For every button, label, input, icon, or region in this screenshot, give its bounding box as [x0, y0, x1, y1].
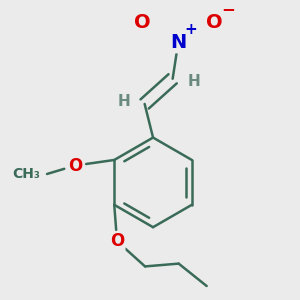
Text: H: H — [117, 94, 130, 109]
Text: O: O — [110, 232, 124, 250]
Text: O: O — [206, 13, 223, 32]
Text: N: N — [170, 33, 186, 52]
Text: CH₃: CH₃ — [12, 167, 40, 181]
Text: H: H — [187, 74, 200, 89]
Text: O: O — [68, 157, 82, 175]
Text: +: + — [184, 22, 197, 37]
Text: O: O — [134, 13, 150, 32]
Text: −: − — [222, 0, 236, 18]
